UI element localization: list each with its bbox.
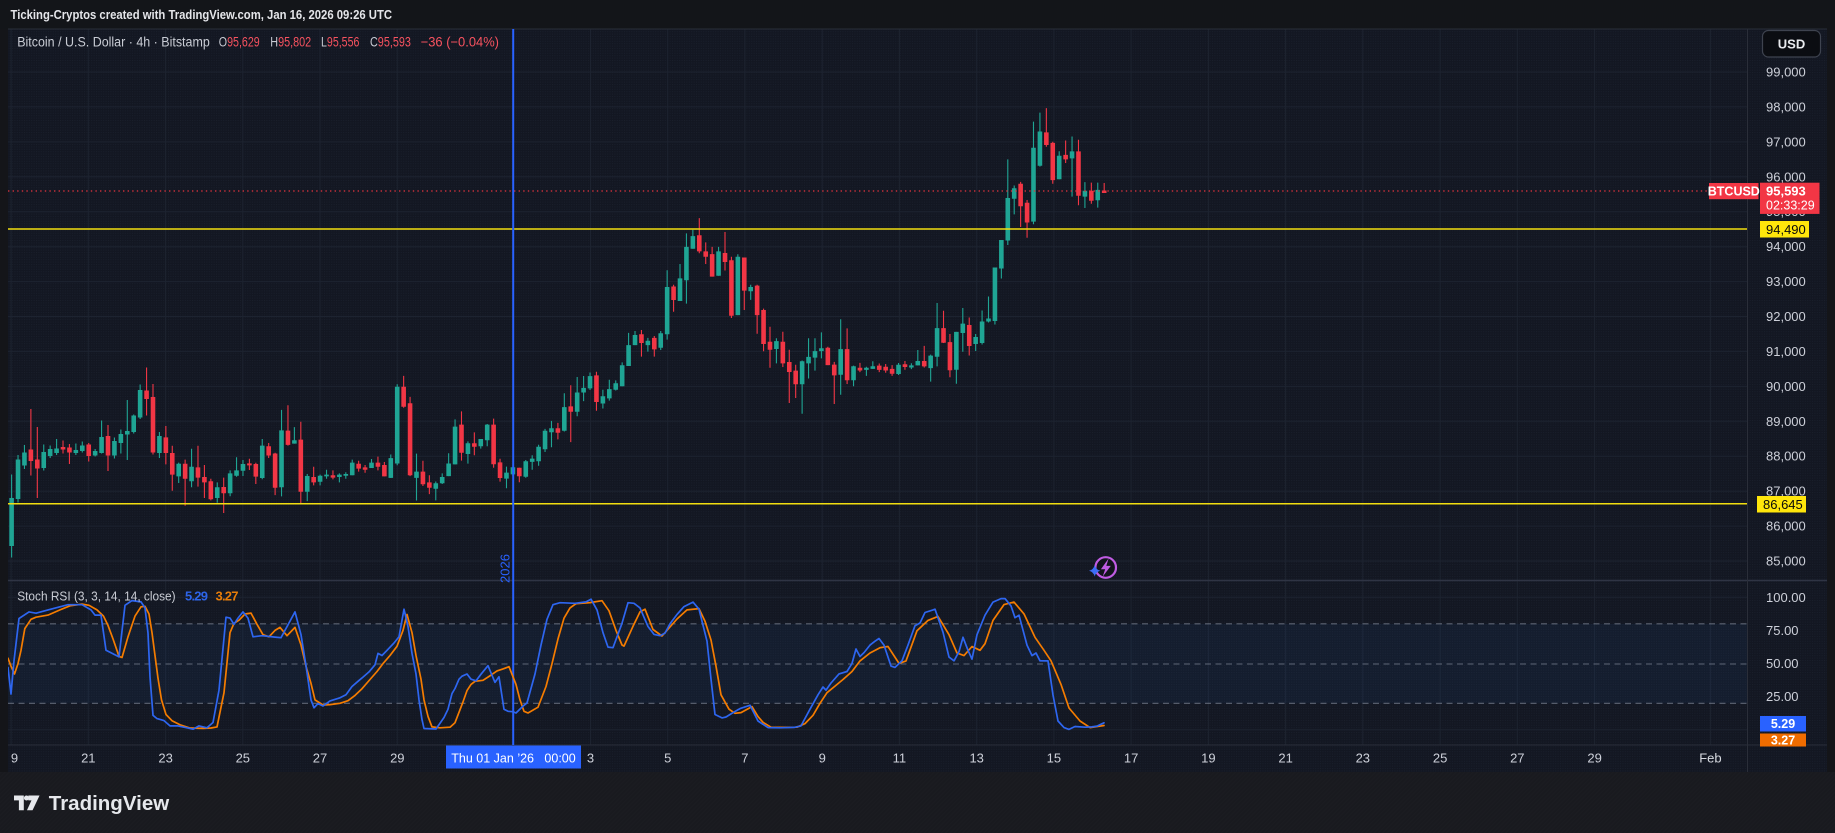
svg-text:23: 23 [1356, 751, 1370, 766]
svg-text:Stoch RSI (3, 3, 14, 14, close: Stoch RSI (3, 3, 14, 14, close) [17, 589, 175, 604]
svg-text:11: 11 [893, 751, 907, 766]
svg-text:91,000: 91,000 [1766, 344, 1806, 359]
svg-text:5.29: 5.29 [185, 589, 208, 604]
svg-text:5.29: 5.29 [1771, 717, 1795, 731]
svg-text:86,000: 86,000 [1766, 519, 1806, 534]
svg-text:94,000: 94,000 [1766, 239, 1806, 254]
svg-text:87,000: 87,000 [1766, 484, 1806, 499]
svg-text:9: 9 [11, 751, 18, 766]
svg-text:23: 23 [158, 751, 172, 766]
svg-text:C95,593: C95,593 [370, 35, 411, 50]
svg-text:100.00: 100.00 [1766, 590, 1806, 605]
svg-text:2026: 2026 [498, 554, 513, 583]
svg-text:3.27: 3.27 [1771, 733, 1795, 747]
svg-text:3: 3 [587, 751, 594, 766]
svg-text:Bitcoin / U.S. Dollar · 4h · B: Bitcoin / U.S. Dollar · 4h · Bitstamp [17, 35, 210, 50]
svg-text:29: 29 [1587, 751, 1601, 766]
svg-text:90,000: 90,000 [1766, 379, 1806, 394]
svg-text:25: 25 [1433, 751, 1447, 766]
svg-text:13: 13 [969, 751, 983, 766]
svg-text:15: 15 [1047, 751, 1061, 766]
svg-text:27: 27 [1510, 751, 1524, 766]
svg-text:93,000: 93,000 [1766, 274, 1806, 289]
svg-text:17: 17 [1124, 751, 1138, 766]
svg-text:86,645: 86,645 [1763, 497, 1803, 512]
svg-text:TradingView: TradingView [49, 792, 169, 815]
svg-text:BTCUSD: BTCUSD [1708, 184, 1760, 198]
svg-text:21: 21 [1278, 751, 1292, 766]
svg-text:88,000: 88,000 [1766, 449, 1806, 464]
svg-text:19: 19 [1201, 751, 1215, 766]
svg-text:USD: USD [1778, 37, 1805, 52]
svg-text:85,000: 85,000 [1766, 554, 1806, 569]
svg-text:9: 9 [819, 751, 826, 766]
svg-text:3.27: 3.27 [216, 589, 239, 604]
svg-text:O95,629: O95,629 [219, 35, 260, 50]
svg-text:92,000: 92,000 [1766, 309, 1806, 324]
svg-text:L95,556: L95,556 [321, 35, 359, 50]
svg-text:Thu 01 Jan ’26 00:00: Thu 01 Jan ’26 00:00 [451, 752, 575, 766]
svg-text:98,000: 98,000 [1766, 99, 1806, 114]
svg-text:89,000: 89,000 [1766, 414, 1806, 429]
svg-text:29: 29 [390, 751, 404, 766]
svg-text:Ticking-Cryptos created with T: Ticking-Cryptos created with TradingView… [11, 8, 393, 22]
svg-text:75.00: 75.00 [1766, 623, 1799, 638]
svg-text:02:33:29: 02:33:29 [1766, 198, 1815, 212]
svg-text:Feb: Feb [1699, 751, 1721, 766]
svg-text:95,593: 95,593 [1766, 184, 1806, 199]
svg-text:21: 21 [81, 751, 95, 766]
svg-text:5: 5 [664, 751, 671, 766]
svg-text:25.00: 25.00 [1766, 689, 1799, 704]
svg-text:H95,802: H95,802 [270, 35, 311, 50]
svg-text:−36 (−0.04%): −36 (−0.04%) [421, 35, 499, 50]
svg-text:94,490: 94,490 [1766, 222, 1806, 237]
svg-text:96,000: 96,000 [1766, 169, 1806, 184]
svg-text:97,000: 97,000 [1766, 134, 1806, 149]
svg-text:25: 25 [236, 751, 250, 766]
svg-text:7: 7 [741, 751, 748, 766]
svg-text:99,000: 99,000 [1766, 65, 1806, 80]
svg-text:27: 27 [313, 751, 327, 766]
svg-text:50.00: 50.00 [1766, 656, 1799, 671]
